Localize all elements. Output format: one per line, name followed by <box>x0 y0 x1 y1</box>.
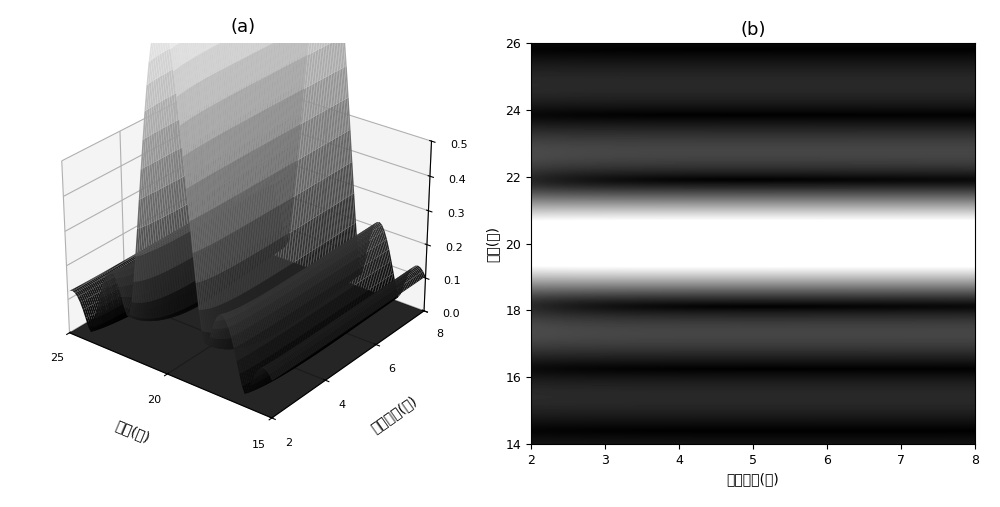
Title: (b): (b) <box>740 21 766 39</box>
Y-axis label: 通信距离(米): 通信距离(米) <box>369 393 420 435</box>
X-axis label: 角度(度): 角度(度) <box>114 418 152 445</box>
Title: (a): (a) <box>230 18 255 36</box>
X-axis label: 通信距离(米): 通信距离(米) <box>727 472 779 486</box>
Y-axis label: 角度(度): 角度(度) <box>486 226 500 262</box>
